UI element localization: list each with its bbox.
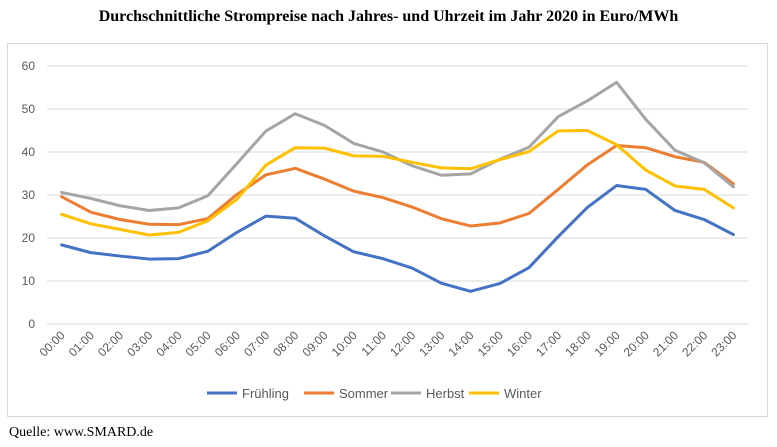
y-tick-label: 0 bbox=[28, 317, 35, 331]
x-tick-label: 09:00 bbox=[299, 328, 330, 359]
x-tick-label: 06:00 bbox=[212, 328, 243, 359]
gridlines bbox=[47, 65, 748, 325]
x-tick-label: 22:00 bbox=[679, 328, 710, 359]
x-tick-label: 05:00 bbox=[183, 328, 214, 359]
x-tick-label: 11:00 bbox=[359, 328, 390, 359]
x-tick-label: 04:00 bbox=[153, 328, 184, 359]
chart-title: Durchschnittliche Strompreise nach Jahre… bbox=[98, 8, 679, 25]
x-axis-ticks: 00:0001:0002:0003:0004:0005:0006:0007:00… bbox=[37, 328, 740, 359]
x-tick-label: 14:00 bbox=[446, 328, 477, 359]
x-tick-label: 20:00 bbox=[621, 328, 652, 359]
y-tick-label: 60 bbox=[22, 59, 36, 73]
y-axis-ticks: 0 10 20 30 40 50 60 bbox=[22, 59, 36, 331]
y-tick-label: 30 bbox=[22, 188, 36, 202]
x-tick-label: 12:00 bbox=[387, 328, 418, 359]
legend-label: Frühling bbox=[242, 386, 289, 401]
x-tick-label: 23:00 bbox=[708, 328, 739, 359]
x-tick-label: 15:00 bbox=[475, 328, 506, 359]
x-tick-label: 03:00 bbox=[124, 328, 155, 359]
x-tick-label: 17:00 bbox=[533, 328, 564, 359]
legend-label: Sommer bbox=[339, 386, 389, 401]
y-tick-label: 20 bbox=[22, 231, 36, 245]
x-tick-label: 07:00 bbox=[241, 328, 272, 359]
x-tick-label: 16:00 bbox=[504, 328, 535, 359]
x-tick-label: 19:00 bbox=[592, 328, 623, 359]
series-line-sommer bbox=[60, 144, 735, 228]
chart-area bbox=[7, 43, 768, 417]
y-tick-label: 40 bbox=[22, 145, 36, 159]
x-tick-label: 10:00 bbox=[329, 328, 360, 359]
x-tick-label: 01:00 bbox=[66, 328, 97, 359]
source-note: Quelle: www.SMARD.de bbox=[9, 425, 154, 440]
legend-label: Winter bbox=[504, 386, 542, 401]
x-tick-label: 08:00 bbox=[270, 328, 301, 359]
x-tick-label: 21:00 bbox=[650, 328, 681, 359]
x-tick-label: 00:00 bbox=[37, 328, 68, 359]
series-lines bbox=[60, 80, 735, 293]
y-tick-label: 50 bbox=[22, 102, 36, 116]
x-tick-label: 18:00 bbox=[562, 328, 593, 359]
y-tick-label: 10 bbox=[22, 274, 36, 288]
series-line-winter bbox=[60, 129, 735, 237]
legend: Frühling Sommer Herbst Winter bbox=[207, 386, 542, 401]
series-line-frühling bbox=[60, 184, 735, 293]
legend-label: Herbst bbox=[426, 386, 465, 401]
x-tick-label: 02:00 bbox=[95, 328, 126, 359]
x-tick-label: 13:00 bbox=[416, 328, 447, 359]
